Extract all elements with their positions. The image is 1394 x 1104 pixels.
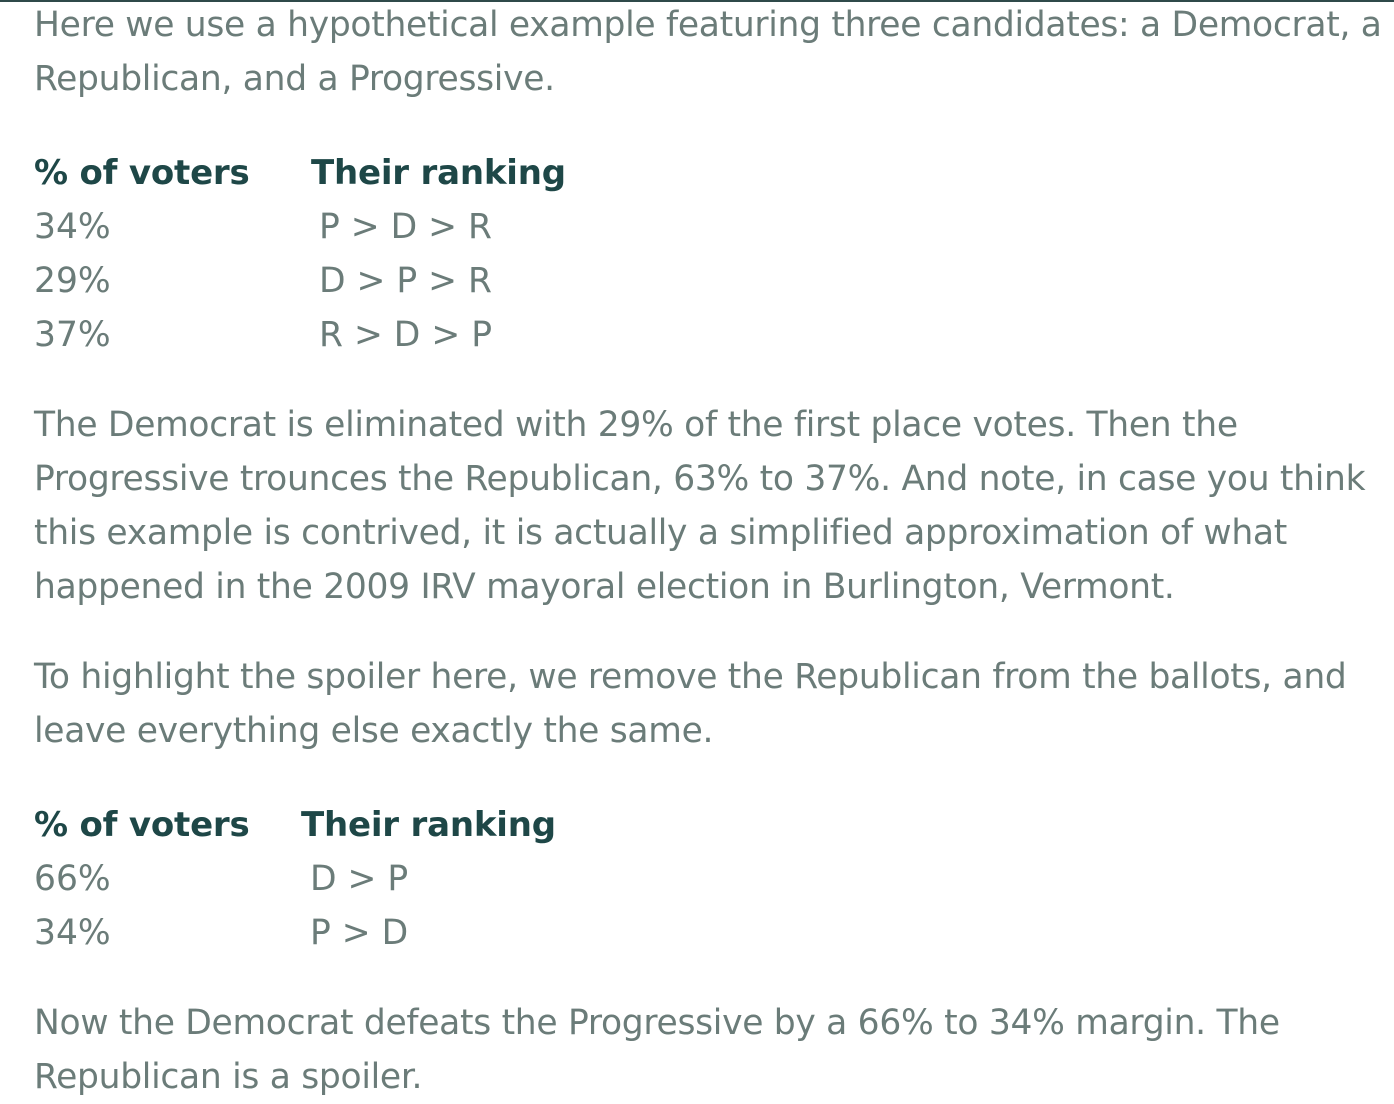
column-header-ranking: Their ranking bbox=[311, 153, 566, 193]
ranking-cell: D > P bbox=[310, 859, 409, 899]
column-header-ranking: Their ranking bbox=[301, 805, 556, 845]
column-header-percent: % of voters bbox=[34, 153, 250, 193]
ranking-cell: D > P > R bbox=[319, 261, 493, 301]
elimination-paragraph: The Democrat is eliminated with 29% of t… bbox=[34, 405, 1366, 607]
percent-cell: 34% bbox=[34, 207, 111, 247]
percent-cell: 29% bbox=[34, 261, 111, 301]
spoiler-setup-paragraph: To highlight the spoiler here, we remove… bbox=[34, 657, 1347, 751]
conclusion-paragraph: Now the Democrat defeats the Progressive… bbox=[34, 1003, 1280, 1097]
ranking-cell: R > D > P bbox=[319, 315, 493, 355]
percent-cell: 34% bbox=[34, 913, 111, 953]
column-header-percent: % of voters bbox=[34, 805, 250, 845]
intro-paragraph: Here we use a hypothetical example featu… bbox=[34, 5, 1382, 99]
percent-cell: 66% bbox=[34, 859, 111, 899]
top-border bbox=[0, 0, 1394, 2]
percent-cell: 37% bbox=[34, 315, 111, 355]
ranking-cell: P > D bbox=[310, 913, 409, 953]
ranking-cell: P > D > R bbox=[319, 207, 493, 247]
